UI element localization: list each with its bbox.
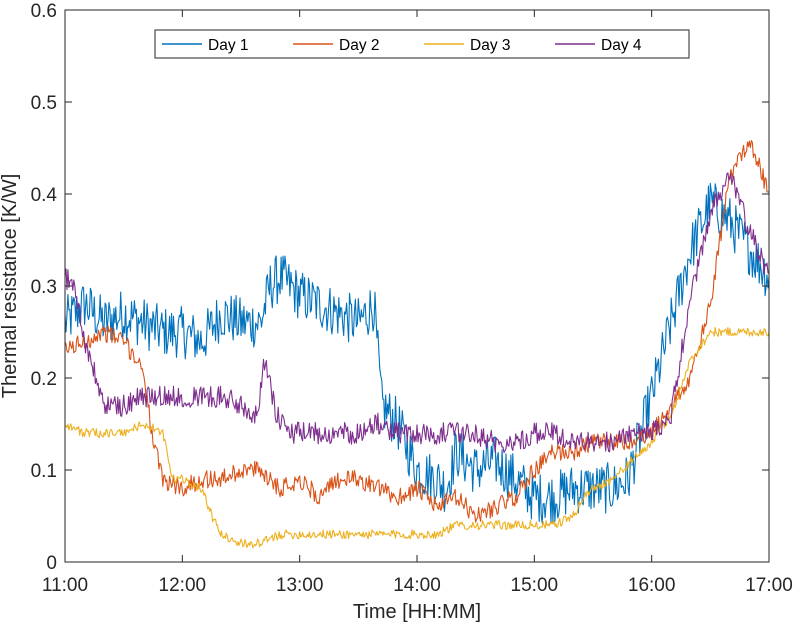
y-tick-label: 0.2	[31, 369, 57, 390]
x-tick-label: 12:00	[159, 575, 207, 596]
x-tick-label: 15:00	[511, 575, 559, 596]
legend-label: Day 3	[470, 37, 511, 54]
y-axis-label: Thermal resistance [K/W]	[0, 174, 21, 399]
legend: Day 1 Day 2 Day 3 Day 4	[154, 29, 690, 59]
y-tick-label: 0.6	[31, 1, 57, 22]
y-tick-label: 0.3	[31, 277, 57, 298]
x-axis-label: Time [HH:MM]	[353, 601, 481, 623]
y-tick-label: 0.5	[31, 93, 57, 114]
series-line-day-1	[64, 182, 770, 524]
series-layer	[64, 140, 770, 549]
tick-layer: 11:00 12:00 13:00 14:00 15:00 16:00 17:00 0 0.1 0…	[31, 1, 793, 596]
x-tick-label: 11:00	[42, 575, 88, 596]
series-line-day-4	[64, 172, 770, 454]
plot-border	[64, 9, 770, 563]
y-tick-label: 0.1	[31, 461, 57, 482]
legend-label: Day 1	[208, 37, 249, 54]
y-tick-label: 0	[46, 553, 57, 574]
x-tick-label: 17:00	[745, 575, 793, 596]
x-tick-label: 13:00	[276, 575, 324, 596]
legend-label: Day 4	[601, 37, 642, 54]
legend-box	[154, 29, 690, 59]
y-tick-label: 0.4	[31, 185, 58, 206]
x-tick-label: 14:00	[393, 575, 441, 596]
x-tick-label: 16:00	[628, 575, 676, 596]
legend-label: Day 2	[339, 37, 380, 54]
